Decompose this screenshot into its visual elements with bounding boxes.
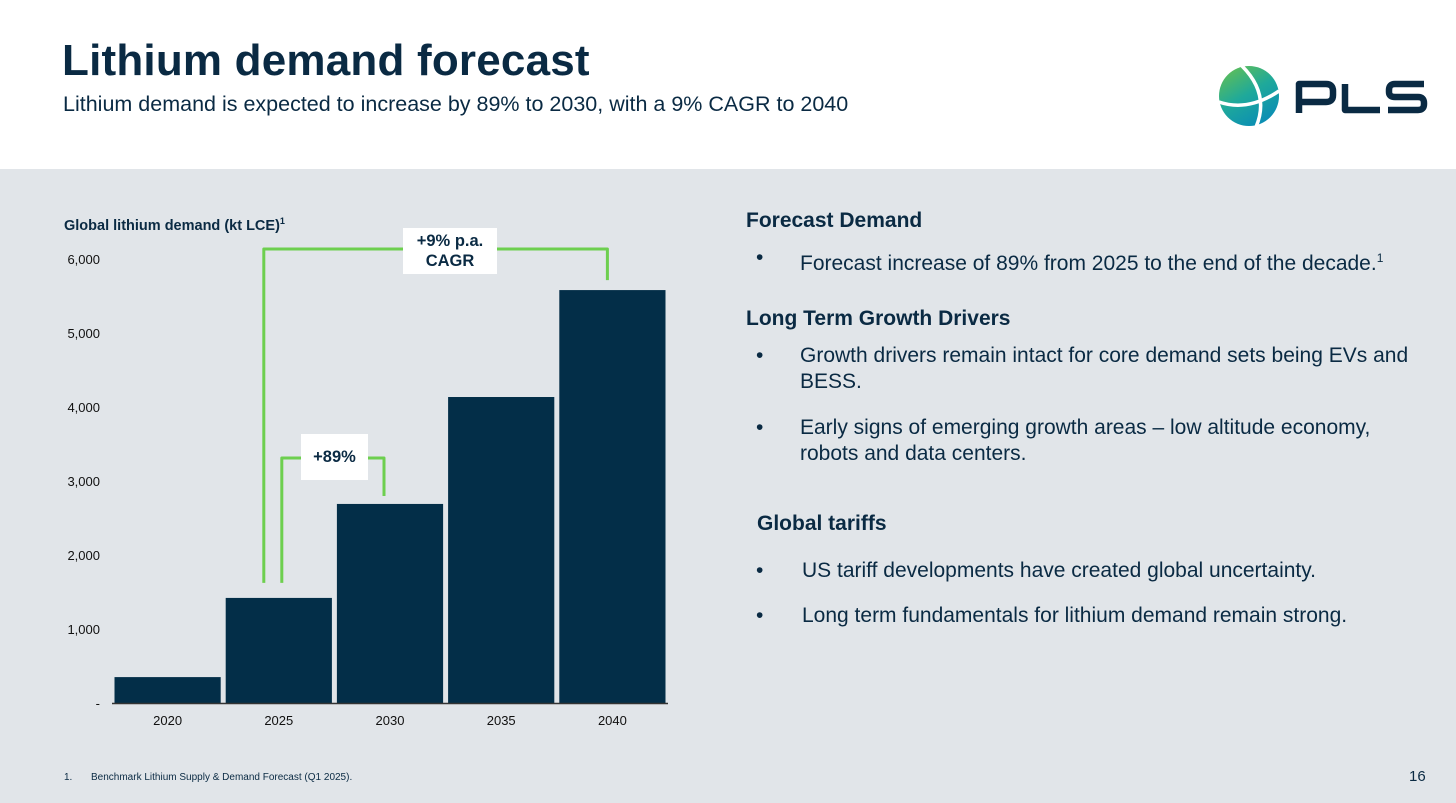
globe-icon <box>1218 64 1280 128</box>
bar-2020 <box>114 677 221 703</box>
pls-logo <box>1218 64 1428 128</box>
bars <box>114 290 666 703</box>
y-tick-label: 1,000 <box>67 622 100 637</box>
cagr-annotation-line2: CAGR <box>425 252 475 270</box>
page-number: 16 <box>1409 768 1426 785</box>
bar-chart: - 1,000 2,000 3,000 4,000 5,000 6,000 2020 2025… <box>67 247 668 728</box>
page-title: Lithium demand forecast <box>62 36 590 85</box>
x-tick-label: 2020 <box>153 713 182 728</box>
slide-header: Lithium demand forecast Lithium demand i… <box>0 0 1456 169</box>
y-tick-label: 3,000 <box>67 474 100 489</box>
chart-title-footnote-ref: 1 <box>279 216 285 226</box>
pls-wordmark <box>1295 80 1428 114</box>
section-heading-forecast-demand: Forecast Demand <box>746 209 923 232</box>
y-tick-label: 5,000 <box>67 326 100 341</box>
y-tick-label: 2,000 <box>67 548 100 563</box>
section-heading-growth-drivers: Long Term Growth Drivers <box>746 307 1011 330</box>
bullet-text: Growth drivers remain intact for core de… <box>800 344 1409 393</box>
bar-2030 <box>336 503 444 703</box>
bullet-text: Early signs of emerging growth areas – l… <box>800 416 1371 465</box>
x-tick-label: 2030 <box>376 713 405 728</box>
bullet-icon: • <box>756 559 764 582</box>
footnote-ref: 1 <box>1376 251 1384 265</box>
bar-2025 <box>225 597 332 703</box>
section-heading-global-tariffs: Global tariffs <box>757 512 887 535</box>
footnote: 1. Benchmark Lithium Supply & Demand Fore… <box>64 772 352 783</box>
growth-annotation-label: +89% <box>301 434 368 480</box>
x-axis: 2020 2025 2030 2035 2040 <box>153 713 627 728</box>
bullet-text: Forecast increase of 89% from 2025 to th… <box>800 252 1377 275</box>
y-tick-label: 4,000 <box>67 400 100 415</box>
bullet-icon: • <box>756 604 764 627</box>
footnote-text: Benchmark Lithium Supply & Demand Foreca… <box>91 772 353 783</box>
cagr-annotation-label: +9% p.a. CAGR <box>403 228 497 274</box>
chart-title: Global lithium demand (kt LCE)1 <box>64 216 285 234</box>
bar-2035 <box>448 397 555 703</box>
x-tick-label: 2035 <box>487 713 516 728</box>
y-tick-label: - <box>96 696 100 711</box>
bullet-icon: • <box>756 246 764 269</box>
footnote-number: 1. <box>64 772 73 783</box>
bullet-icon: • <box>756 416 764 439</box>
growth-annotation-line1: +89% <box>313 448 356 466</box>
x-tick-label: 2040 <box>598 713 627 728</box>
bullet-text: US tariff developments have created glob… <box>802 559 1317 582</box>
bullet-icon: • <box>756 344 764 367</box>
y-tick-label: 6,000 <box>67 252 100 267</box>
cagr-annotation-line1: +9% p.a. <box>416 232 484 250</box>
bullet-text: Long term fundamentals for lithium deman… <box>802 604 1348 627</box>
x-tick-label: 2025 <box>264 713 293 728</box>
bar-2040 <box>559 290 666 703</box>
page-subtitle: Lithium demand is expected to increase b… <box>63 92 849 116</box>
y-axis: - 1,000 2,000 3,000 4,000 5,000 6,000 <box>67 252 100 711</box>
